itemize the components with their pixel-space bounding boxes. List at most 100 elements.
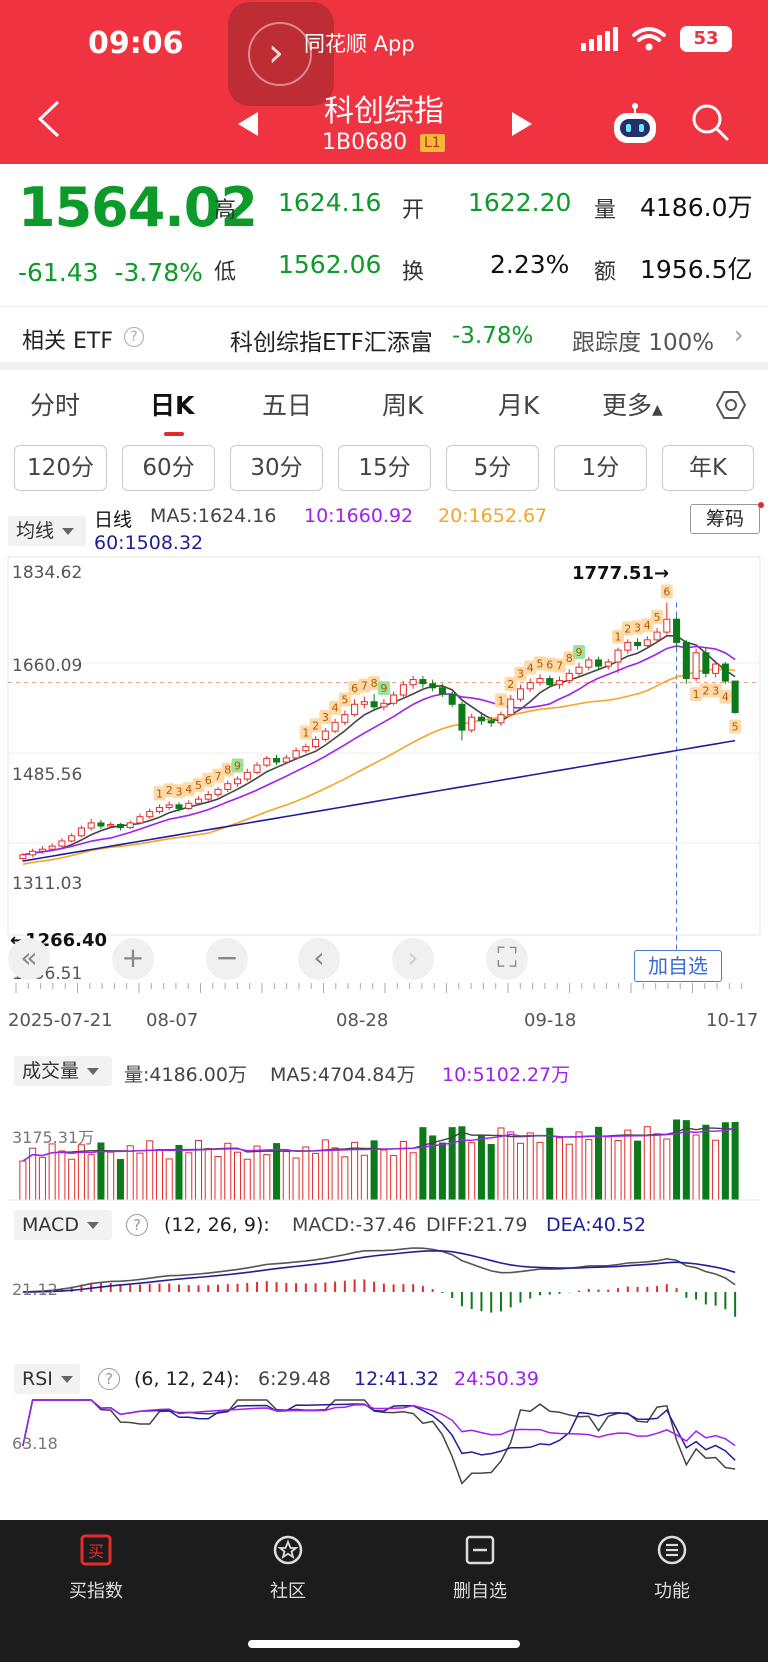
candle-body: [634, 641, 642, 647]
candle-body: [204, 794, 212, 800]
macd-value: MACD:-37.46: [292, 1214, 417, 1236]
interval-30min[interactable]: 30分: [230, 445, 323, 491]
tab-weekly-k[interactable]: 周K: [382, 391, 424, 420]
tab-more[interactable]: 更多▲: [602, 386, 663, 422]
floating-window[interactable]: ›: [228, 2, 334, 106]
tab-five-day[interactable]: 五日: [262, 391, 313, 420]
zoom-out-icon[interactable]: −: [206, 938, 248, 980]
volume-bar: [175, 1144, 183, 1201]
fullscreen-icon[interactable]: ⛶: [486, 938, 528, 980]
interval-1min[interactable]: 1分: [554, 445, 647, 491]
tab-monthly-k[interactable]: 月K: [498, 391, 540, 420]
ma20-legend: 20:1652.67: [438, 505, 548, 527]
amount-label: 额: [594, 260, 617, 285]
candle-body: [292, 750, 300, 759]
candle-body: [448, 693, 456, 705]
sequence-marker: [573, 645, 586, 660]
remove-watchlist-button[interactable]: 删自选: [430, 1534, 530, 1603]
search-icon[interactable]: [690, 102, 730, 142]
related-etf-row[interactable]: 相关 ETF ? 科创综指ETF汇添富 -3.78% 跟踪度 100% ›: [0, 306, 768, 370]
community-button[interactable]: 社区: [238, 1534, 338, 1603]
settings-icon[interactable]: [716, 390, 746, 420]
volume-bar: [692, 1134, 700, 1201]
bottom-action-bar: 买 买指数 社区 删自选 功能: [0, 1520, 768, 1662]
volume-bar: [331, 1147, 339, 1201]
zoom-in-icon[interactable]: +: [112, 938, 154, 980]
candle-body: [214, 788, 222, 796]
tab-intraday[interactable]: 分时: [30, 391, 81, 420]
macd-indicator-dropdown[interactable]: MACD: [14, 1210, 112, 1240]
sequence-number: 3: [322, 711, 329, 724]
sequence-number: 6: [351, 682, 358, 695]
volume-indicator-dropdown[interactable]: 成交量: [14, 1056, 112, 1086]
open-label: 开: [402, 198, 425, 223]
interval-5min[interactable]: 5分: [446, 445, 539, 491]
candle-body: [468, 716, 476, 731]
macd-chart[interactable]: [0, 1240, 768, 1350]
rsi-chart[interactable]: [0, 1396, 768, 1500]
volume-ma10-line: [22, 1127, 736, 1162]
volume-bar: [624, 1129, 632, 1201]
macd-y-label: 21.12: [12, 1280, 58, 1299]
sequence-marker: [651, 609, 664, 624]
ma20-line: [22, 668, 736, 865]
sequence-number: 8: [371, 677, 378, 690]
rsi-indicator-dropdown[interactable]: RSI: [14, 1364, 80, 1394]
volume-bar: [721, 1122, 729, 1201]
sequence-marker: [182, 782, 195, 797]
volume-bar: [390, 1155, 398, 1201]
interval-15min[interactable]: 15分: [338, 445, 431, 491]
back-arrow-icon[interactable]: [36, 100, 62, 138]
candle-body: [419, 679, 427, 685]
battery-icon: 53: [680, 26, 732, 52]
sequence-marker: [348, 681, 361, 696]
add-watchlist-button[interactable]: 加自选: [634, 950, 722, 982]
tab-daily-k[interactable]: 日K: [150, 391, 195, 420]
high-label: 高: [214, 198, 237, 223]
assistant-robot-icon[interactable]: [610, 102, 660, 146]
volume-bar: [643, 1126, 651, 1201]
sequence-number: 4: [185, 783, 192, 796]
pan-right-icon[interactable]: ›: [392, 938, 434, 980]
help-icon[interactable]: ?: [124, 327, 144, 347]
chip-distribution-button[interactable]: 筹码: [690, 504, 760, 534]
tracking-label: 跟踪度: [572, 330, 641, 356]
prev-index-icon[interactable]: [238, 112, 258, 136]
volume-bar: [702, 1124, 710, 1201]
candle-body: [302, 746, 310, 752]
sequence-number: 7: [361, 680, 368, 693]
interval-yearly-k[interactable]: 年K: [662, 445, 754, 491]
volume-bar: [477, 1134, 485, 1201]
interval-120min[interactable]: 120分: [14, 445, 107, 491]
sequence-marker: [719, 689, 732, 704]
chevron-right-icon: ›: [268, 30, 284, 76]
help-icon[interactable]: ?: [98, 1368, 120, 1390]
pan-left-icon[interactable]: ‹: [298, 938, 340, 980]
help-icon[interactable]: ?: [126, 1214, 148, 1236]
buy-index-button[interactable]: 买 买指数: [46, 1534, 146, 1603]
candle-body: [546, 678, 554, 686]
scroll-left-icon[interactable]: «: [8, 938, 50, 980]
candle-body: [516, 688, 524, 700]
sequence-marker: [709, 683, 722, 698]
candle-body: [224, 783, 232, 790]
index-code: 1B0680: [322, 130, 408, 155]
next-index-icon[interactable]: [512, 112, 532, 136]
candle-body: [721, 663, 729, 682]
rsi-y-label: 63.18: [12, 1434, 58, 1453]
volume-bars: [19, 1119, 739, 1201]
ma-indicator-dropdown[interactable]: 均线: [8, 516, 86, 546]
sequence-number: 2: [312, 719, 319, 732]
volume-bar: [419, 1127, 427, 1201]
volume-bar: [712, 1139, 720, 1201]
chart-type-label: 日线: [94, 509, 133, 531]
sequence-number: 2: [507, 678, 514, 691]
functions-button[interactable]: 功能: [622, 1534, 722, 1603]
interval-60min[interactable]: 60分: [122, 445, 215, 491]
volume-chart[interactable]: [0, 1090, 768, 1202]
ma10-line: [22, 645, 736, 856]
volume-bar: [380, 1149, 388, 1201]
candle-body: [663, 618, 671, 633]
chevron-right-icon: ›: [734, 321, 744, 349]
